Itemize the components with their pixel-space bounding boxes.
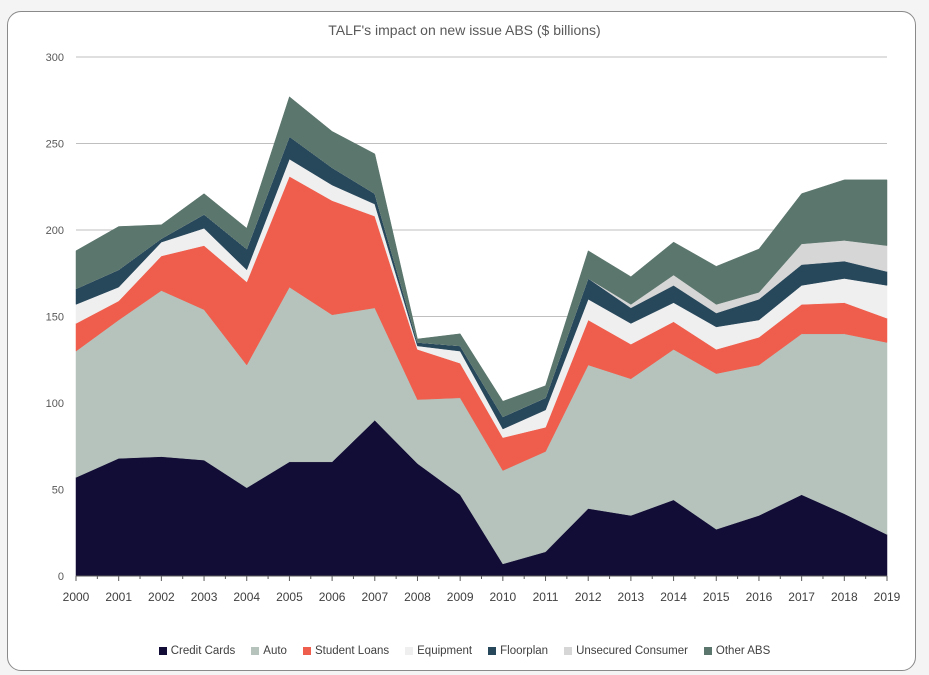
legend-item: Unsecured Consumer — [564, 645, 688, 657]
chart-legend: Credit Cards Auto Student Loans Equipment Fl… — [0, 645, 929, 657]
x-tick-label: 2010 — [489, 590, 516, 604]
legend-item: Student Loans — [302, 645, 390, 657]
legend-label: Equipment — [417, 645, 473, 657]
x-tick-label: 2002 — [148, 590, 175, 604]
legend-swatch — [703, 647, 712, 655]
x-tick-label: 2004 — [233, 590, 260, 604]
legend-label: Floorplan — [500, 645, 549, 657]
y-tick-label: 150 — [46, 312, 64, 324]
x-tick-label: 2019 — [874, 590, 901, 604]
y-tick-label: 100 — [46, 398, 64, 410]
x-tick-label: 2012 — [575, 590, 602, 604]
x-tick-label: 2006 — [319, 590, 346, 604]
x-tick-label: 2003 — [191, 590, 218, 604]
x-tick-label: 2011 — [533, 590, 559, 604]
legend-item: Auto — [251, 645, 287, 657]
legend-label: Student Loans — [314, 645, 390, 657]
y-tick-label: 250 — [46, 139, 64, 151]
y-tick-label: 200 — [46, 225, 64, 237]
legend-label: Other ABS — [715, 645, 771, 657]
x-tick-label: 2001 — [105, 590, 132, 604]
x-tick-label: 2008 — [404, 590, 431, 604]
legend-label: Credit Cards — [170, 645, 236, 657]
x-tick-label: 2005 — [276, 590, 303, 604]
legend-item: Equipment — [405, 645, 472, 657]
x-tick-label: 2000 — [63, 590, 90, 604]
x-tick-label: 2009 — [447, 590, 474, 604]
y-tick-label: 300 — [46, 52, 64, 64]
legend-swatch — [405, 647, 414, 655]
y-tick-label: 0 — [58, 571, 64, 583]
legend-swatch — [302, 647, 311, 655]
x-tick-label: 2018 — [831, 590, 858, 604]
x-tick-label: 2007 — [361, 590, 388, 604]
legend-swatch — [564, 647, 573, 655]
x-tick-label: 2015 — [703, 590, 730, 604]
x-tick-label: 2014 — [660, 590, 687, 604]
area-other-abs — [75, 96, 888, 418]
x-tick-label: 2016 — [746, 590, 773, 604]
legend-item: Floorplan — [488, 645, 548, 657]
chart-title: TALF's impact on new issue ABS ($ billio… — [328, 22, 601, 38]
legend-label: Unsecured Consumer — [576, 645, 688, 657]
legend-item: Credit Cards — [158, 645, 236, 657]
x-tick-label: 2017 — [788, 590, 815, 604]
legend-swatch — [251, 647, 260, 655]
legend-label: Auto — [263, 645, 287, 657]
legend-swatch — [488, 647, 497, 655]
legend-item: Other ABS — [703, 645, 771, 657]
x-tick-label: 2013 — [618, 590, 645, 604]
legend-swatch — [158, 647, 167, 655]
y-tick-label: 50 — [52, 485, 64, 497]
